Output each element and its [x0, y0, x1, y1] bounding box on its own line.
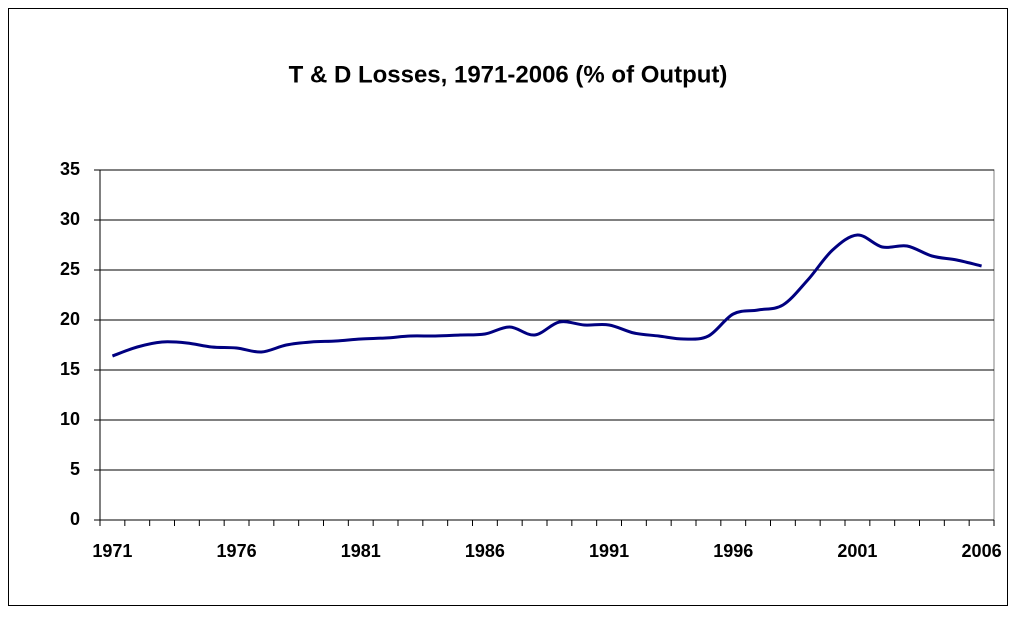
x-tick-label: 1996	[713, 541, 753, 561]
x-tick-label: 1976	[217, 541, 257, 561]
x-tick-label: 2001	[837, 541, 877, 561]
y-tick-label: 25	[60, 259, 80, 279]
y-tick-label: 20	[60, 309, 80, 329]
x-tick-label: 2006	[962, 541, 1002, 561]
y-tick-label: 30	[60, 209, 80, 229]
x-tick-label: 1986	[465, 541, 505, 561]
x-tick-label: 1971	[92, 541, 132, 561]
y-tick-label: 10	[60, 409, 80, 429]
y-tick-label: 15	[60, 359, 80, 379]
chart-title: T & D Losses, 1971-2006 (% of Output)	[289, 61, 728, 88]
x-tick-label: 1991	[589, 541, 629, 561]
data-line	[111, 233, 982, 358]
chart-border	[8, 8, 1008, 606]
y-tick-label: 5	[70, 459, 80, 479]
y-tick-label: 35	[60, 159, 80, 179]
y-tick-label: 0	[70, 509, 80, 529]
x-tick-label: 1981	[341, 541, 381, 561]
